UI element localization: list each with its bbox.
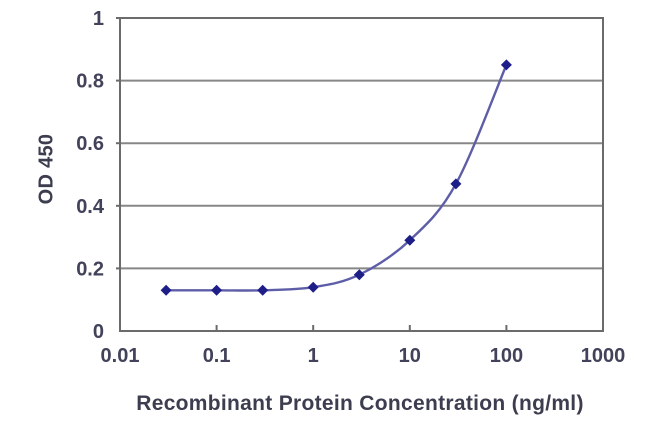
data-point-marker-10	[404, 234, 416, 246]
x-tick-label: 0.01	[101, 345, 140, 367]
y-tick-label: 0	[93, 321, 104, 343]
x-tick-label: 0.1	[203, 345, 231, 367]
data-point-marker-0.03	[160, 284, 172, 296]
y-tick-label: 0.4	[76, 196, 105, 218]
data-point-marker-30	[450, 178, 462, 190]
y-tick-label: 0.2	[76, 258, 104, 280]
y-tick-label: 0.8	[76, 71, 104, 93]
data-point-marker-100	[500, 59, 512, 71]
data-point-marker-0.1	[211, 284, 223, 296]
x-tick-label: 10	[399, 345, 421, 367]
y-tick-label: 1	[93, 8, 104, 30]
data-point-marker-3	[353, 269, 365, 281]
plot-border	[119, 17, 604, 332]
x-tick-label: 100	[490, 345, 523, 367]
y-tick-label: 0.6	[76, 133, 104, 155]
x-tick-label: 1000	[581, 345, 626, 367]
x-axis-title: Recombinant Protein Concentration (ng/ml…	[136, 392, 584, 415]
data-point-marker-0.3	[257, 284, 269, 296]
series-line	[166, 64, 508, 292]
y-axis-title: OD 450	[35, 133, 58, 205]
x-tick-label: 1	[308, 345, 319, 367]
data-point-marker-1	[307, 281, 319, 293]
